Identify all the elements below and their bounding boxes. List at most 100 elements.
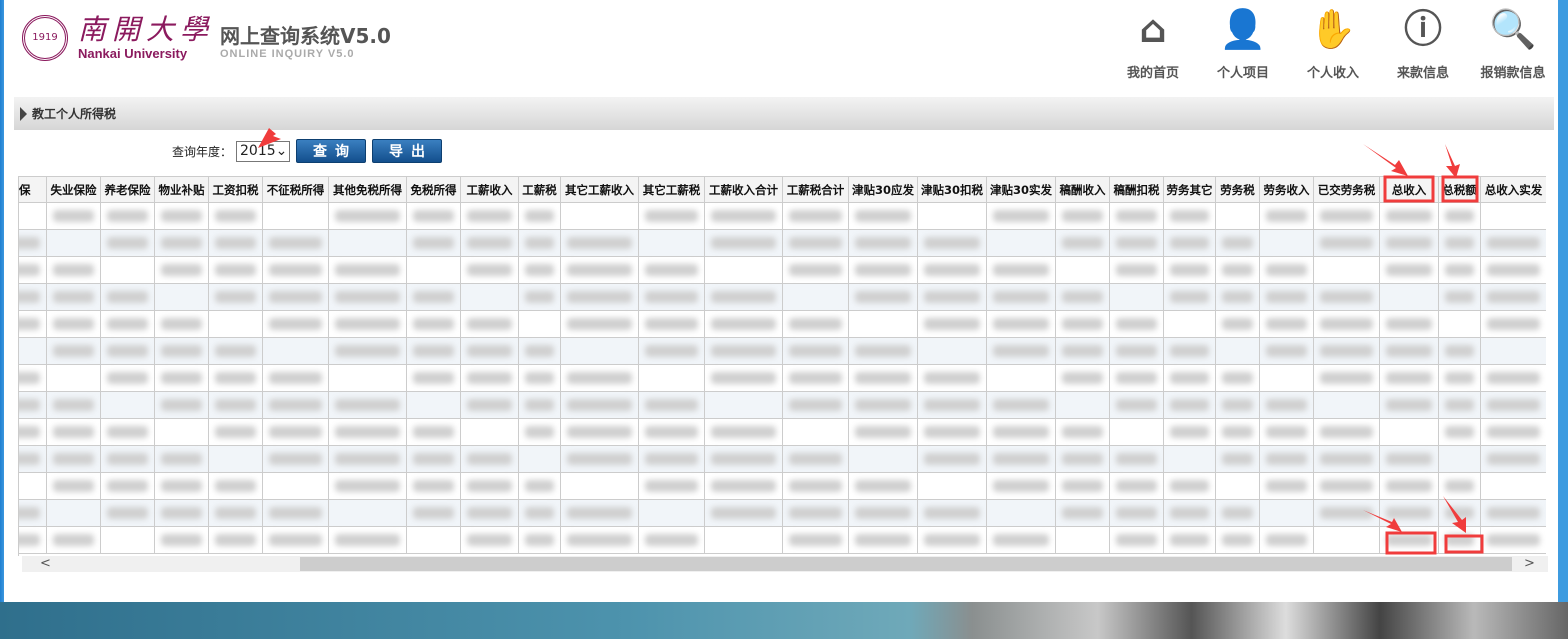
- table-row[interactable]: [19, 526, 1546, 554]
- table-cell: [518, 472, 561, 500]
- nav-item-4[interactable]: 🔍 报销款信息: [1468, 6, 1558, 81]
- table-cell: [406, 364, 461, 392]
- redacted-value: [1170, 507, 1209, 519]
- table-row[interactable]: [19, 364, 1546, 392]
- redacted-value: [467, 210, 512, 222]
- redacted-value: [1062, 318, 1103, 330]
- column-header[interactable]: 劳务收入: [1259, 176, 1314, 203]
- column-header[interactable]: 总收入实发: [1480, 176, 1546, 203]
- table-cell: [19, 202, 47, 230]
- table-cell: [518, 256, 561, 284]
- column-header[interactable]: 其他免税所得: [328, 176, 407, 203]
- horizontal-scrollbar[interactable]: < >: [22, 556, 1548, 572]
- table-cell: [1215, 472, 1260, 500]
- column-header[interactable]: 工薪税合计: [782, 176, 849, 203]
- column-header[interactable]: 免税所得: [406, 176, 461, 203]
- column-header[interactable]: 养老保险: [100, 176, 155, 203]
- nav-item-0[interactable]: ⌂ 我的首页: [1108, 6, 1198, 81]
- redacted-value: [645, 210, 698, 222]
- table-cell: [638, 202, 705, 230]
- column-header[interactable]: 劳务税: [1215, 176, 1260, 203]
- redacted-value: [413, 507, 454, 519]
- table-cell: [560, 283, 639, 311]
- column-header[interactable]: 稿酬扣税: [1109, 176, 1164, 203]
- redacted-value: [711, 210, 776, 222]
- table-cell: [782, 418, 849, 446]
- column-header[interactable]: 津贴30实发: [986, 176, 1056, 203]
- query-button[interactable]: 查询: [296, 139, 367, 163]
- table-row[interactable]: [19, 256, 1546, 284]
- column-header[interactable]: 不征税所得: [262, 176, 329, 203]
- table-cell: [1313, 364, 1380, 392]
- year-select[interactable]: 2015 ⌄: [236, 140, 291, 162]
- logo[interactable]: 1919 南開大學 Nankai University: [22, 14, 214, 61]
- redacted-value: [567, 507, 632, 519]
- column-header[interactable]: 工资扣税: [208, 176, 263, 203]
- column-header[interactable]: 工薪收入: [460, 176, 519, 203]
- column-header[interactable]: 工薪税: [518, 176, 561, 203]
- table-cell: [328, 472, 407, 500]
- redacted-value: [1116, 507, 1157, 519]
- nav-item-2[interactable]: ✋ 个人收入: [1288, 6, 1378, 81]
- table-row[interactable]: [19, 310, 1546, 338]
- scroll-left-icon[interactable]: <: [40, 556, 51, 571]
- column-header[interactable]: 总税额: [1438, 176, 1481, 203]
- column-header[interactable]: 失业保险: [46, 176, 101, 203]
- column-header[interactable]: 津贴30扣税: [917, 176, 987, 203]
- column-header[interactable]: 物业补贴: [154, 176, 209, 203]
- scroll-right-icon[interactable]: >: [1524, 556, 1535, 571]
- nav-item-1[interactable]: 👤 个人项目: [1198, 6, 1288, 81]
- redacted-value: [335, 480, 400, 492]
- column-header[interactable]: 医保: [19, 176, 47, 203]
- redacted-value: [107, 372, 148, 384]
- table-cell: [1163, 337, 1216, 365]
- redacted-value: [525, 345, 554, 357]
- table-row[interactable]: [19, 202, 1546, 230]
- nav-item-3[interactable]: ⓘ 来款信息: [1378, 6, 1468, 81]
- column-header[interactable]: 津贴30应发: [848, 176, 918, 203]
- column-header[interactable]: 其它工薪收入: [560, 176, 639, 203]
- table-row[interactable]: [19, 391, 1546, 419]
- table-cell: [460, 310, 519, 338]
- column-header[interactable]: 总收入: [1379, 176, 1439, 203]
- table-cell: [328, 337, 407, 365]
- redacted-value: [19, 372, 40, 384]
- nav-label: 个人项目: [1216, 66, 1269, 81]
- export-button[interactable]: 导出: [372, 139, 443, 163]
- redacted-value: [855, 345, 911, 357]
- table-row[interactable]: [19, 499, 1546, 527]
- scrollbar-thumb[interactable]: [300, 557, 1512, 571]
- redacted-value: [1170, 372, 1209, 384]
- table-cell: [1215, 526, 1260, 554]
- table-cell: [19, 256, 47, 284]
- section-title: 教工个人所得税: [32, 107, 117, 121]
- redacted-value: [525, 210, 554, 222]
- table-cell: [1163, 229, 1216, 257]
- table-row[interactable]: [19, 229, 1546, 257]
- table-cell: [1480, 364, 1546, 392]
- table-row[interactable]: [19, 445, 1546, 473]
- redacted-value: [215, 372, 256, 384]
- table-row[interactable]: [19, 418, 1546, 446]
- column-header[interactable]: 劳务其它: [1163, 176, 1216, 203]
- redacted-value: [161, 237, 202, 249]
- table-cell: [560, 499, 639, 527]
- redacted-value: [1487, 507, 1540, 519]
- table-cell: [208, 202, 263, 230]
- redacted-value: [993, 264, 1049, 276]
- table-row[interactable]: [19, 337, 1546, 365]
- redacted-value: [924, 507, 980, 519]
- table-cell: [154, 337, 209, 365]
- redacted-value: [789, 507, 842, 519]
- table-cell: [262, 445, 329, 473]
- table-cell: [1055, 445, 1110, 473]
- column-header[interactable]: 已交劳务税: [1313, 176, 1380, 203]
- column-header[interactable]: 稿酬收入: [1055, 176, 1110, 203]
- table-cell: [208, 283, 263, 311]
- table-row[interactable]: [19, 472, 1546, 500]
- column-header[interactable]: 工薪收入合计: [704, 176, 783, 203]
- table-cell: [1163, 418, 1216, 446]
- column-header[interactable]: 其它工薪税: [638, 176, 705, 203]
- table-row[interactable]: [19, 283, 1546, 311]
- table-cell: [19, 391, 47, 419]
